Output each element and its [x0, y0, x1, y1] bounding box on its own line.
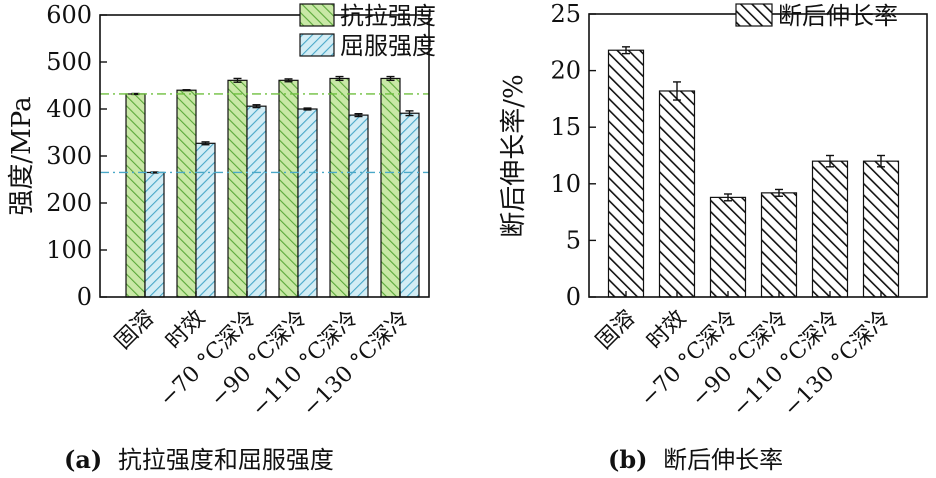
y-tick-label: 5	[566, 226, 581, 254]
bar	[760, 192, 798, 298]
panel-b-elongation-chart: 0 5 10 15 20 25 固溶 时效−70 °C深冷−90 °C深冷−110 °C深冷…	[499, 0, 928, 474]
bar	[862, 160, 900, 298]
bar	[380, 77, 401, 298]
y-tick-label: 0	[77, 283, 92, 311]
bar	[329, 77, 350, 298]
bar	[811, 160, 849, 298]
y-tick-label: 200	[46, 189, 92, 217]
y-tick-label: 100	[46, 236, 92, 264]
y-tick-label: 10	[550, 170, 581, 198]
panel-a-y-axis-label: 强度/MPa	[7, 96, 37, 215]
panel-a-caption: (a) 抗拉强度和屈服强度	[64, 445, 334, 474]
panel-a-tag: (a)	[64, 445, 102, 474]
y-tick-label: 20	[550, 57, 581, 85]
panel-a-x-categories: 固溶 时效−70 °C深冷−90 °C深冷−110 °C深冷−130 °C深冷	[110, 291, 414, 422]
y-tick-label: 300	[46, 142, 92, 170]
panel-a-reference-lines	[100, 93, 429, 174]
panel-b-y-axis-label: 断后伸长率/%	[499, 74, 529, 237]
y-tick-label: 500	[46, 48, 92, 76]
panel-b-bars	[607, 46, 900, 298]
bar	[176, 89, 197, 298]
legend-label-tensile: 抗拉强度	[340, 2, 436, 30]
panel-b-legend: 断后伸长率	[735, 2, 898, 30]
legend-swatch-elongation	[735, 3, 773, 27]
panel-b-x-categories: 固溶 时效−70 °C深冷−90 °C深冷−110 °C深冷−130 °C深冷	[591, 291, 895, 422]
panel-b-caption: (b) 断后伸长率	[608, 445, 783, 474]
legend-swatch-tensile	[299, 3, 335, 27]
bar	[607, 49, 645, 298]
panel-a-caption-text: 抗拉强度和屈服强度	[118, 446, 334, 474]
panel-a-y-ticks: 0 100 200 300 400 500 600	[46, 1, 107, 311]
bar	[709, 196, 747, 298]
legend-swatch-yield	[299, 33, 335, 57]
y-tick-label: 15	[550, 113, 581, 141]
bar	[297, 108, 318, 298]
panel-b-caption-text: 断后伸长率	[663, 446, 783, 474]
y-tick-label: 400	[46, 95, 92, 123]
panel-b-y-ticks: 0 5 10 15 20 25	[550, 0, 596, 311]
panel-a-legend: 抗拉强度 屈服强度	[299, 2, 436, 60]
bar	[144, 171, 165, 298]
bar	[125, 93, 146, 298]
panel-b-tag: (b)	[608, 445, 648, 474]
bar	[348, 114, 369, 298]
legend-label-yield: 屈服强度	[340, 32, 436, 60]
y-tick-label: 25	[550, 0, 581, 28]
x-category-label: 固溶	[591, 306, 640, 355]
bar	[227, 79, 248, 298]
bar	[246, 105, 267, 298]
legend-label-elongation: 断后伸长率	[778, 2, 898, 30]
panel-a-bars	[125, 75, 420, 298]
y-tick-label: 600	[46, 1, 92, 29]
bar	[195, 142, 216, 298]
panel-a-strength-chart: 0 100 200 300 400 500 600 固溶 时效−70 °C深冷−90 °C深冷…	[7, 1, 436, 474]
bar	[278, 79, 299, 298]
y-tick-label: 0	[566, 283, 581, 311]
x-category-label: 固溶	[110, 306, 159, 355]
bar	[658, 90, 696, 298]
bar	[399, 112, 420, 298]
